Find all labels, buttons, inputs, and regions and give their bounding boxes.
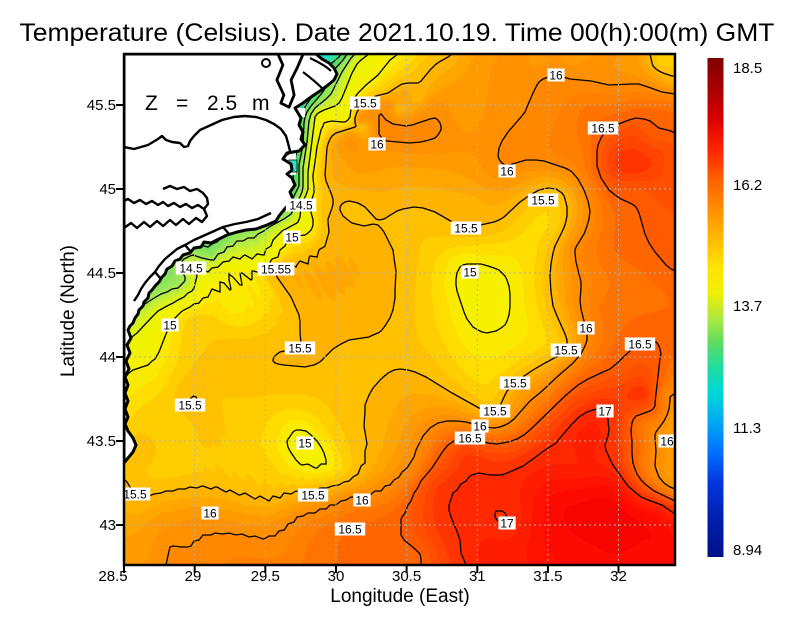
svg-text:14.5: 14.5 <box>289 199 313 213</box>
svg-text:14.5: 14.5 <box>179 262 203 276</box>
svg-text:29.5: 29.5 <box>251 568 280 585</box>
svg-text:43.5: 43.5 <box>87 433 116 450</box>
svg-text:16.2: 16.2 <box>733 177 762 194</box>
svg-text:16.5: 16.5 <box>458 432 482 446</box>
svg-text:15.5: 15.5 <box>353 97 377 111</box>
svg-text:30.5: 30.5 <box>392 568 421 585</box>
svg-text:16: 16 <box>355 494 369 508</box>
svg-text:16: 16 <box>549 69 563 83</box>
svg-text:13.7: 13.7 <box>733 298 762 315</box>
svg-text:15.5: 15.5 <box>483 405 507 419</box>
svg-text:16: 16 <box>203 507 217 521</box>
svg-text:17: 17 <box>598 405 612 419</box>
svg-text:44.5: 44.5 <box>87 265 116 282</box>
svg-text:43: 43 <box>99 517 116 534</box>
svg-text:16.5: 16.5 <box>628 338 652 352</box>
svg-text:15: 15 <box>298 437 312 451</box>
svg-text:16: 16 <box>500 165 514 179</box>
svg-text:Latitude (North): Latitude (North) <box>58 245 79 377</box>
svg-text:16.5: 16.5 <box>338 523 362 537</box>
svg-text:15.5: 15.5 <box>123 488 147 502</box>
svg-text:44: 44 <box>99 349 116 366</box>
svg-text:Longitude (East): Longitude (East) <box>330 586 469 607</box>
svg-text:15: 15 <box>463 266 477 280</box>
svg-text:16: 16 <box>579 322 593 336</box>
svg-text:15.55: 15.55 <box>261 263 291 277</box>
svg-text:16: 16 <box>370 138 384 152</box>
svg-text:15.5: 15.5 <box>531 194 555 208</box>
svg-text:15.5: 15.5 <box>288 342 312 356</box>
svg-text:45.5: 45.5 <box>87 97 116 114</box>
svg-text:17: 17 <box>500 517 514 531</box>
svg-text:15.5: 15.5 <box>554 344 578 358</box>
svg-text:30: 30 <box>328 568 345 585</box>
svg-text:15.5: 15.5 <box>503 377 527 391</box>
svg-text:=: = <box>176 92 188 115</box>
svg-text:16.5: 16.5 <box>591 122 615 136</box>
svg-text:32: 32 <box>610 568 627 585</box>
svg-text:31: 31 <box>469 568 486 585</box>
svg-text:2.5: 2.5 <box>207 92 238 115</box>
svg-text:29: 29 <box>185 568 202 585</box>
svg-text:45: 45 <box>99 181 116 198</box>
svg-text:18.5: 18.5 <box>733 60 762 77</box>
svg-text:31.5: 31.5 <box>533 568 562 585</box>
svg-text:Temperature (Celsius). Date 20: Temperature (Celsius). Date 2021.10.19. … <box>20 19 775 47</box>
svg-text:15: 15 <box>285 231 299 245</box>
svg-text:15.5: 15.5 <box>301 489 325 503</box>
svg-text:15.5: 15.5 <box>178 399 202 413</box>
svg-text:8.94: 8.94 <box>733 542 762 559</box>
svg-text:15: 15 <box>163 319 177 333</box>
svg-text:Z: Z <box>145 92 158 115</box>
svg-text:m: m <box>252 92 270 115</box>
svg-text:16: 16 <box>660 435 674 449</box>
svg-text:11.3: 11.3 <box>733 420 761 437</box>
svg-text:16: 16 <box>473 420 487 434</box>
svg-text:28.5: 28.5 <box>98 568 127 585</box>
svg-text:15.5: 15.5 <box>454 222 478 236</box>
